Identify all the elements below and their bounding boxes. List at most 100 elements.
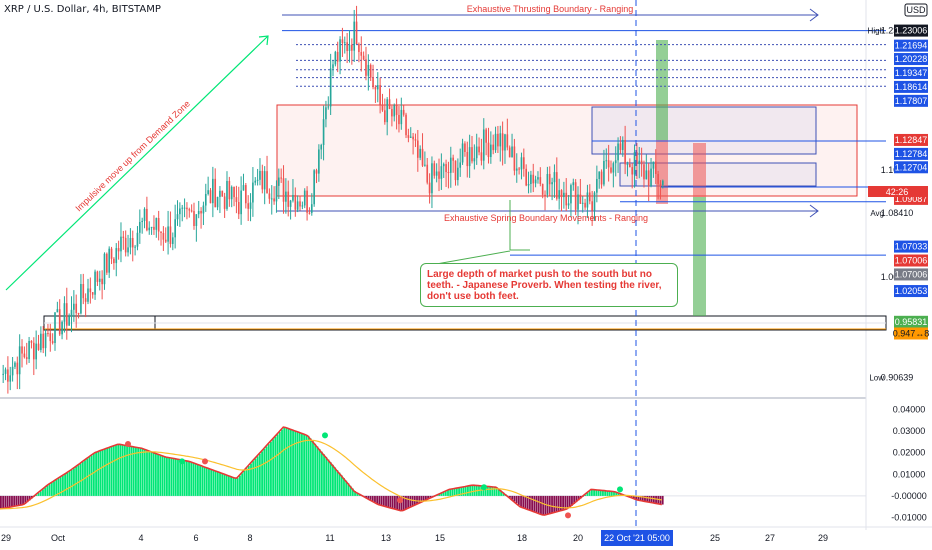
cross-dot <box>481 484 487 491</box>
price-label[interactable]: 1.17807 <box>895 96 928 106</box>
price-label[interactable]: 1.19347 <box>895 68 928 78</box>
histogram-bar <box>223 473 226 496</box>
histogram-bar <box>104 449 106 496</box>
price-label-bg <box>894 94 928 107</box>
candlestick-series[interactable] <box>2 5 664 394</box>
histogram-bar <box>644 495 646 502</box>
price-label[interactable]: 0.95831 <box>895 317 928 327</box>
histogram-bar <box>440 493 443 496</box>
price-label[interactable]: 1.21694 <box>895 41 928 51</box>
macd-histogram[interactable] <box>0 427 664 516</box>
price-label[interactable]: 1.07006 <box>895 269 928 279</box>
candle-body <box>424 164 426 166</box>
histogram-bar <box>318 449 321 496</box>
candle-body <box>362 55 365 60</box>
price-label[interactable]: 1.09087 <box>895 194 928 204</box>
candle-body <box>473 158 476 162</box>
histogram-bar <box>150 451 153 496</box>
candle-body <box>9 375 12 382</box>
histogram-bar <box>542 495 545 515</box>
candle-body <box>428 182 431 194</box>
histogram-bar <box>520 495 522 507</box>
price-label-bg <box>894 80 928 93</box>
candle-body <box>497 133 499 147</box>
candle-body <box>395 105 398 115</box>
histogram-bar <box>190 461 193 496</box>
histogram-bar <box>661 495 664 505</box>
price-label-bg <box>894 161 928 174</box>
price-label[interactable]: 0.947↔8 <box>893 328 930 338</box>
candle-body <box>581 202 584 204</box>
blue-box-lower[interactable] <box>619 162 817 187</box>
histogram-bar <box>509 495 511 498</box>
price-label[interactable]: 1.12704 <box>895 162 928 172</box>
candle-body <box>341 39 344 43</box>
candle-body <box>468 147 471 167</box>
histogram-bar <box>205 467 208 496</box>
currency-badge[interactable]: USD <box>906 5 926 15</box>
red-stop-bar[interactable] <box>656 140 668 204</box>
time-tick-label: 4 <box>138 533 143 543</box>
price-label-bg <box>894 315 928 328</box>
price-label[interactable]: 1.12847 <box>895 135 928 145</box>
candle-body <box>464 143 466 152</box>
macd-tick-label: 0.03000 <box>893 426 926 436</box>
candle-body <box>226 180 228 209</box>
time-tick-label: Oct <box>51 533 66 543</box>
candle-body <box>596 178 598 193</box>
macd-line <box>0 426 662 516</box>
candle-body <box>294 194 297 210</box>
histogram-bar <box>351 488 354 496</box>
histogram-bar <box>168 457 171 496</box>
histogram-bar <box>588 491 591 496</box>
candle-body <box>127 247 129 253</box>
histogram-bar <box>28 495 31 501</box>
candle-body <box>70 309 73 317</box>
red-stop-bar-right[interactable] <box>693 143 706 197</box>
histogram-bar <box>599 490 602 496</box>
price-label[interactable]: 1.07006 <box>895 256 928 266</box>
price-label[interactable]: 1.02053 <box>895 286 928 296</box>
price-axis[interactable]: 1.100001.000001.084101.230000.90639HighA… <box>868 24 930 383</box>
candle-body <box>315 170 318 174</box>
ranging-zone[interactable] <box>276 104 858 197</box>
price-label[interactable]: 1.20228 <box>895 54 928 64</box>
candle-body <box>360 52 363 56</box>
price-label[interactable]: 1.18614 <box>895 82 928 92</box>
horizontal-levels[interactable] <box>282 30 886 256</box>
impulsive-move-arrow[interactable] <box>5 35 269 291</box>
green-target-bar-bottom[interactable] <box>693 197 706 316</box>
histogram-bar <box>252 461 255 496</box>
candle-body <box>339 39 341 62</box>
candle-body <box>478 146 480 153</box>
price-label[interactable]: 1.23006 <box>895 26 928 36</box>
price-label[interactable]: 1.07033 <box>895 242 928 252</box>
price-pane[interactable] <box>0 0 866 395</box>
histogram-bar <box>68 471 71 496</box>
green-target-bar-top[interactable] <box>656 40 668 140</box>
proverb-note[interactable]: Large depth of market push to the south … <box>420 263 678 307</box>
histogram-bar <box>345 480 348 496</box>
time-axis[interactable]: 29 Oct 4 6 8 11 13 15 18 20 25 27 29 <box>1 533 828 543</box>
histogram-bar <box>646 495 649 502</box>
thrusting-boundary-arrow[interactable] <box>282 8 819 22</box>
candle-body <box>21 346 23 354</box>
histogram-bar <box>283 427 286 496</box>
thrusting-boundary-label: Exhaustive Thrusting Boundary - Ranging <box>467 4 633 14</box>
histogram-bar <box>130 446 133 496</box>
histogram-bar <box>15 495 18 507</box>
histogram-bar <box>597 490 600 496</box>
histogram-bar <box>606 490 609 496</box>
histogram-bar <box>349 485 352 496</box>
histogram-bar <box>137 447 140 496</box>
histogram-bar <box>526 495 529 510</box>
spring-boundary-arrow[interactable] <box>277 204 819 218</box>
histogram-bar <box>70 470 73 496</box>
macd-axis[interactable]: 0.04000 0.03000 0.02000 0.01000 -0.00000 -0.0… <box>891 404 927 522</box>
candle-body <box>551 182 553 185</box>
price-label[interactable]: 1.12784 <box>895 149 928 159</box>
candle-body <box>212 178 214 204</box>
histogram-bar <box>174 458 177 496</box>
histogram-bar <box>347 483 350 496</box>
